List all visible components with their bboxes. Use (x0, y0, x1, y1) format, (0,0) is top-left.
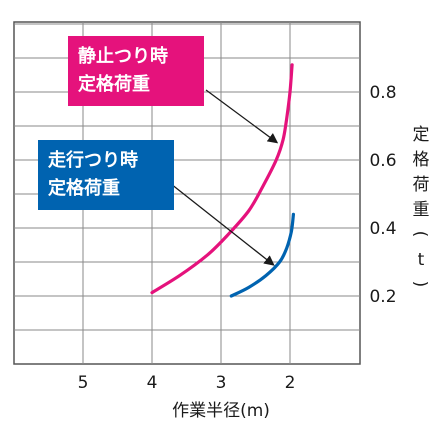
x-axis-label: 作業半径(m) (172, 401, 270, 421)
y-tick-label: 0.4 (369, 219, 396, 239)
y-axis-label-char: ( (410, 231, 430, 238)
x-tick-label: 2 (285, 373, 296, 393)
label-box-line: 定格荷重 (78, 73, 150, 95)
x-tick-label: 4 (147, 373, 158, 393)
label-box-line: 定格荷重 (48, 177, 120, 199)
label-box-background (38, 140, 174, 210)
y-axis-label-char: 荷 (413, 175, 430, 195)
label-box-line: 走行つり時 (48, 149, 138, 171)
label-box-line: 静止つり時 (78, 45, 168, 67)
annotation-arrow (205, 89, 279, 144)
x-tick-label: 3 (216, 373, 227, 393)
annotation-arrows (165, 89, 279, 266)
y-axis-label-char: 定 (413, 125, 430, 145)
y-axis-label-char: 重 (413, 200, 430, 220)
y-tick-label: 0.8 (369, 83, 396, 103)
y-axis-label-char: 格 (413, 150, 430, 170)
annotation-arrow (165, 179, 275, 266)
y-tick-label: 0.2 (369, 287, 396, 307)
y-axis-label-char: ) (410, 281, 430, 288)
y-axis-label: 定格荷重 ( t) (410, 125, 430, 287)
series-lines (150, 63, 295, 298)
y-tick-label: 0.6 (369, 151, 396, 171)
x-tick-labels: 5 4 3 2 (78, 373, 296, 393)
x-tick-label: 5 (78, 373, 89, 393)
travel-lift-line (229, 212, 295, 298)
static-lift-line (150, 63, 294, 295)
y-tick-labels: 0.2 0.4 0.6 0.8 (369, 83, 396, 307)
y-axis-label-char: t (418, 250, 425, 270)
label-box-background (68, 36, 204, 106)
